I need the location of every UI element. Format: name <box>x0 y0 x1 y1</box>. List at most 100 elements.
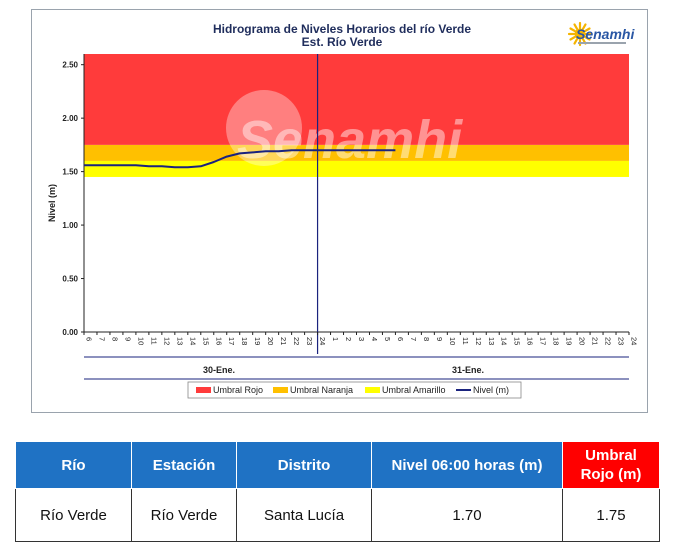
y-tick-label: 2.50 <box>62 61 78 70</box>
x-tick-label: 2 <box>344 337 353 341</box>
watermark-text-layer: Senamhi <box>237 110 463 170</box>
header-nivel: Nivel 06:00 horas (m) <box>371 441 563 489</box>
x-tick-label: 6 <box>396 337 405 341</box>
x-tick-label: 24 <box>318 337 327 345</box>
legend-label-nivel: Nivel (m) <box>473 385 509 395</box>
x-tick-label: 17 <box>539 337 548 345</box>
x-tick-label: 15 <box>201 337 210 345</box>
sun-icon <box>567 21 593 47</box>
cell-nivel: 1.70 <box>371 488 563 542</box>
x-tick-label: 1 <box>331 337 340 341</box>
legend-label-rojo: Umbral Rojo <box>213 385 263 395</box>
x-tick-label: 11 <box>461 337 470 345</box>
header-rio: Río <box>15 441 132 489</box>
x-tick-label: 14 <box>188 337 197 345</box>
x-tick-label: 19 <box>253 337 262 345</box>
sun-ray <box>584 27 591 33</box>
x-tick-label: 18 <box>240 337 249 345</box>
x-tick-label: 13 <box>487 337 496 345</box>
x-tick-label: 8 <box>422 337 431 341</box>
cell-rio: Río Verde <box>15 488 132 542</box>
x-tick-label: 4 <box>370 337 379 341</box>
threshold-bands <box>84 54 629 177</box>
x-tick-label: 3 <box>357 337 366 341</box>
sun-ray <box>569 35 576 41</box>
y-axis-label: Nivel (m) <box>47 184 57 222</box>
x-tick-label: 18 <box>552 337 561 345</box>
legend-box <box>187 381 522 399</box>
x-tick-label: 12 <box>162 337 171 345</box>
threshold-band-3 <box>84 54 629 145</box>
x-tick-label: 23 <box>617 337 626 345</box>
cell-distrito: Santa Lucía <box>236 488 372 542</box>
header-estacion: Estación <box>131 441 237 489</box>
x-tick-label: 24 <box>630 337 639 345</box>
sun-ray <box>581 23 587 30</box>
sun-ray <box>569 27 576 33</box>
x-tick-label: 7 <box>409 337 418 341</box>
y-tick-label: 1.50 <box>62 168 78 177</box>
watermark-text: Senamhi <box>237 110 463 170</box>
y-tick-label: 1.00 <box>62 221 78 230</box>
legend-label-amarillo: Umbral Amarillo <box>382 385 446 395</box>
x-tick-label: 21 <box>279 337 288 345</box>
threshold-band-1 <box>84 160 629 177</box>
x-tick-label: 19 <box>565 337 574 345</box>
x-tick-label: 13 <box>175 337 184 345</box>
sun-ray <box>573 23 579 30</box>
sun-ray <box>584 35 591 41</box>
x-tick-label: 12 <box>474 337 483 345</box>
hydrograph-chart: Senamhi 6 7 8 9 10 11 12 13 14 15 16 17 18 19 20 21 22 23… <box>31 9 648 413</box>
x-tick-label: 21 <box>591 337 600 345</box>
day-label-2: 31-Ene. <box>452 365 484 375</box>
y-tick-label: 0.00 <box>62 328 78 337</box>
x-tick-label: 5 <box>383 337 392 341</box>
legend-label-naranja: Umbral Naranja <box>290 385 353 395</box>
x-tick-label: 11 <box>149 337 158 345</box>
x-tick-label: 20 <box>266 337 275 345</box>
x-tick-label: 22 <box>292 337 301 345</box>
threshold-band-2 <box>84 144 629 161</box>
x-tick-label: 17 <box>227 337 236 345</box>
chart-subtitle: Est. Río Verde <box>302 35 383 49</box>
day-labels: 30-Ene. 31-Ene. <box>203 365 484 375</box>
cell-estacion: Río Verde <box>131 488 237 542</box>
sun-ray <box>573 38 579 45</box>
series-layer <box>84 149 396 169</box>
table-row: Río Verde Río Verde Santa Lucía 1.70 1.7… <box>15 488 660 542</box>
sun-core <box>574 28 586 40</box>
cell-umbral-rojo: 1.75 <box>562 488 660 542</box>
day-label-1: 30-Ene. <box>203 365 235 375</box>
table-header-row: Río Estación Distrito Nivel 06:00 horas … <box>15 441 660 489</box>
logo-text: Senamhi <box>576 26 635 42</box>
x-tick-label: 7 <box>97 337 106 341</box>
legend: Umbral Rojo Umbral Naranja Umbral Amaril… <box>187 381 522 399</box>
x-tick-label: 22 <box>604 337 613 345</box>
header-distrito: Distrito <box>236 441 372 489</box>
level-table: Río Estación Distrito Nivel 06:00 horas … <box>15 441 660 542</box>
x-tick-label: 8 <box>110 337 119 341</box>
watermark-sun <box>226 90 302 166</box>
series-line-nivel <box>84 149 396 169</box>
x-tick-label: 10 <box>136 337 145 345</box>
header-umbral-rojo: Umbral Rojo (m) <box>562 441 660 489</box>
x-tick-label: 10 <box>448 337 457 345</box>
y-tick-label: 0.50 <box>62 275 78 284</box>
legend-swatch-rojo <box>196 387 211 393</box>
senamhi-logo: Senamhi <box>567 21 635 47</box>
x-tick-label: 14 <box>500 337 509 345</box>
x-tick-labels: 6 7 8 9 10 11 12 13 14 15 16 17 18 19 20 21 22 23 24 1 2 3 4 5 6… <box>85 337 639 345</box>
x-tick-label: 23 <box>305 337 314 345</box>
chart-canvas: Senamhi 6 7 8 9 10 11 12 13 14 15 16 17 18 19 20 21 22 23… <box>47 21 639 399</box>
x-tick-label: 16 <box>526 337 535 345</box>
chart-title: Hidrograma de Niveles Horarios del río V… <box>213 22 471 36</box>
axes <box>81 54 630 354</box>
x-tick-label: 6 <box>85 337 94 341</box>
x-tick-label: 9 <box>435 337 444 341</box>
x-tick-label: 15 <box>513 337 522 345</box>
x-tick-label: 9 <box>123 337 132 341</box>
legend-swatch-naranja <box>273 387 288 393</box>
y-tick-labels: 0.00 0.50 1.00 1.50 2.00 2.50 <box>62 61 78 337</box>
logo-subline <box>578 42 626 44</box>
legend-swatch-amarillo <box>365 387 380 393</box>
